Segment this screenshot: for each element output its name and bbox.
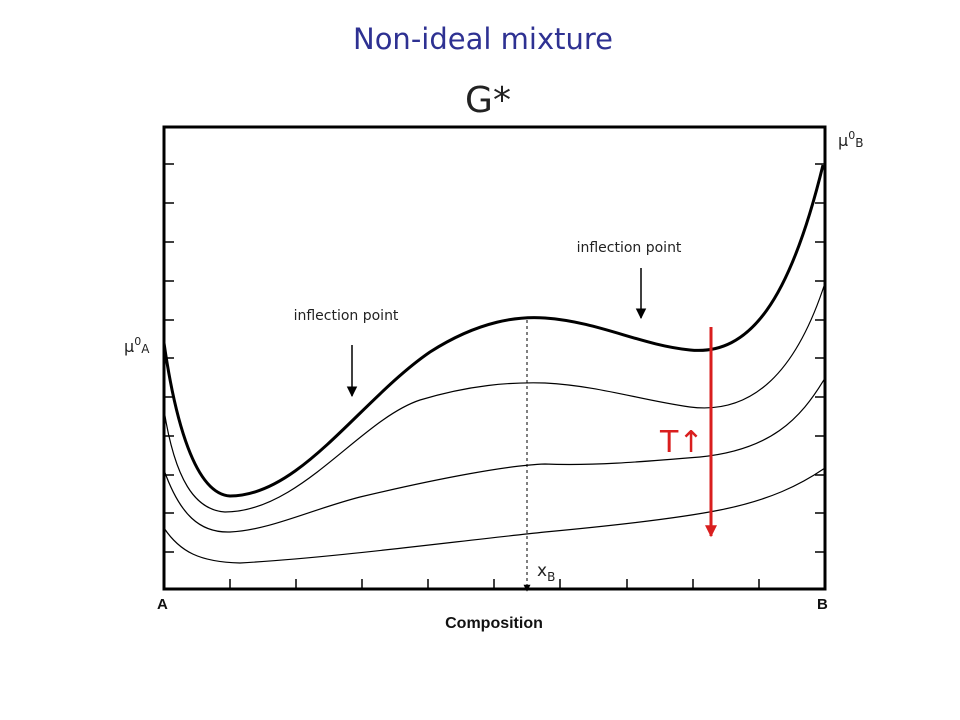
inflection-label-right: inflection point: [577, 240, 682, 256]
xb-base: x: [537, 561, 547, 581]
right-ticks: [815, 163, 825, 553]
x-axis-label: Composition: [445, 615, 543, 632]
gibbs-curve-high-temperature: [163, 467, 826, 564]
plot-frame: [162, 125, 827, 591]
x-right-label: B: [817, 596, 828, 613]
gibbs-curve-3: [163, 377, 826, 533]
x-left-label: A: [157, 596, 168, 613]
mu-a-sup: 0: [134, 335, 141, 348]
temperature-label: T↑: [659, 425, 703, 460]
mu-b-base: μ: [838, 131, 848, 150]
mu-b-sup: 0: [848, 129, 855, 142]
mu-b-sub: B: [855, 136, 863, 150]
g-star-label: G*: [465, 80, 511, 121]
page-title: Non-ideal mixture: [353, 22, 613, 56]
inflection-label-left: inflection point: [294, 308, 399, 324]
mu-a-base: μ: [124, 337, 134, 356]
xb-sub: B: [547, 570, 555, 584]
bottom-ticks: [229, 579, 760, 589]
gibbs-curve-low-temperature: [162, 164, 825, 498]
xb-label: xB: [537, 561, 555, 584]
mu-b-label: μ0B: [838, 129, 863, 150]
gibbs-curve-2: [163, 282, 826, 513]
mu-a-sub: A: [141, 342, 150, 356]
mu-a-label: μ0A: [124, 335, 150, 356]
